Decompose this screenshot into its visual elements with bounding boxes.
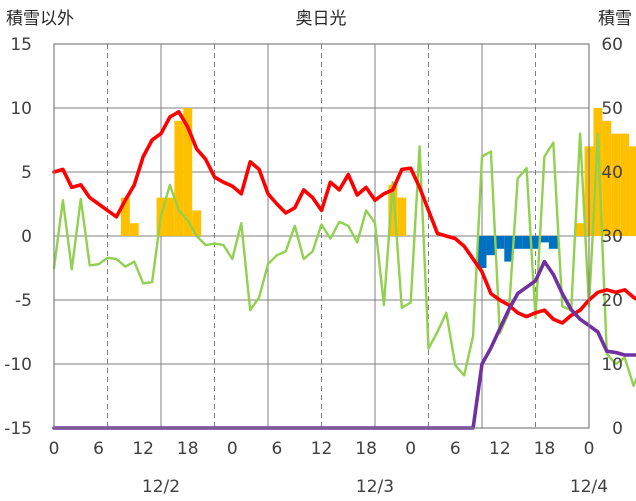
x-tick-label: 0: [49, 439, 60, 459]
y-right-tick-label: 50: [601, 99, 623, 119]
y-left-tick-label: 0: [21, 227, 32, 247]
precip-bar: [174, 120, 184, 236]
day-label: 12/3: [356, 477, 394, 497]
precip-bar: [183, 108, 193, 236]
precip-bar: [477, 236, 487, 268]
y-left-tick-label: 5: [21, 163, 32, 183]
x-tick-label: 12: [311, 439, 333, 459]
y-right-tick-label: 40: [601, 163, 623, 183]
precip-bar: [486, 236, 496, 256]
chart-title: 奥日光: [296, 9, 347, 29]
precip-bar: [129, 223, 139, 236]
precip-bar: [522, 236, 532, 249]
x-tick-label: 6: [272, 439, 283, 459]
snow-depth-line: [52, 259, 636, 430]
precip-bar: [120, 197, 130, 236]
x-tick-label: 18: [355, 439, 377, 459]
x-tick-label: 12: [132, 439, 154, 459]
x-tick-label: 18: [177, 439, 199, 459]
y-right-tick-label: 20: [601, 291, 623, 311]
day-label: 12/4: [570, 477, 608, 497]
precip-bar: [539, 236, 549, 243]
x-tick-label: 0: [584, 439, 595, 459]
x-tick-label: 6: [450, 439, 461, 459]
precip-bar: [620, 133, 630, 236]
y-left-tick-label: 10: [10, 99, 32, 119]
precip-bar: [611, 133, 621, 236]
y-right-tick-label: 0: [612, 419, 623, 439]
precip-bar: [192, 210, 202, 236]
y-right-tick-label: 10: [601, 355, 623, 375]
x-tick-label: 12: [489, 439, 511, 459]
y-left-tick-label: -15: [4, 419, 32, 439]
y-left-tick-label: -10: [4, 355, 32, 375]
x-tick-label: 0: [227, 439, 238, 459]
precip-bar: [388, 184, 398, 236]
plot-frame: [53, 43, 590, 429]
series-lines: [52, 110, 636, 430]
precip-bar: [575, 223, 585, 236]
precip-bar: [165, 197, 175, 236]
y-right-tick-label: 60: [601, 35, 623, 55]
precip-bar: [548, 236, 558, 249]
x-tick-label: 6: [93, 439, 104, 459]
precip-bar: [629, 146, 636, 236]
precip-bar: [495, 236, 505, 249]
day-label: 12/2: [142, 477, 180, 497]
precip-bar: [513, 236, 523, 249]
temperature-line: [52, 110, 636, 325]
precip-bar: [593, 108, 603, 236]
x-tick-label: 18: [534, 439, 556, 459]
precip-bar: [397, 197, 407, 236]
x-tick-label: 0: [405, 439, 416, 459]
y-right-tick-label: 30: [601, 227, 623, 247]
y-left-tick-label: 15: [10, 35, 32, 55]
left-axis-label: 積雪以外: [6, 9, 74, 29]
wind-line: [52, 132, 636, 387]
right-axis-label: 積雪: [598, 9, 632, 29]
y-left-tick-label: -5: [15, 291, 32, 311]
precip-bar: [531, 236, 540, 249]
plot-border: [53, 43, 590, 429]
precip-bar: [504, 236, 514, 262]
precip-bar: [602, 120, 612, 236]
